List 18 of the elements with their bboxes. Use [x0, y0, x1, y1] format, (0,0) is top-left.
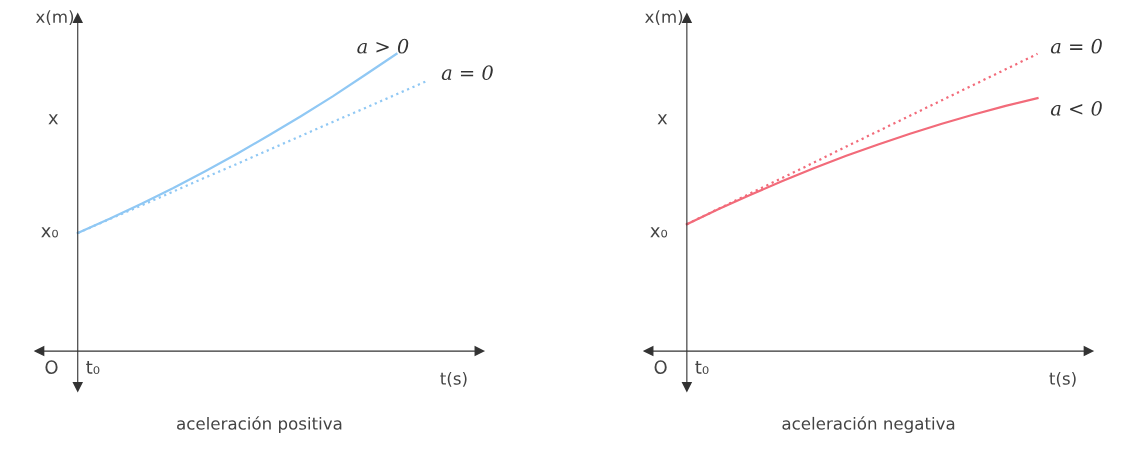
text: x [657, 114, 668, 125]
text: x₀ [650, 227, 668, 238]
y-axis-title: x(m) [35, 10, 74, 25]
series-label: a > 0 [357, 38, 409, 54]
series-label: a = 0 [441, 65, 493, 81]
y-axis-title: x(m) [645, 10, 683, 25]
series-label: a = 0 [1050, 38, 1102, 54]
text: t₀ [695, 361, 709, 374]
text: aceleración negativa [782, 416, 955, 434]
series-label: a < 0 [1050, 100, 1102, 116]
text: O [654, 360, 667, 374]
x-axis-title: t(s) [440, 371, 467, 387]
text: t₀ [86, 361, 100, 374]
text: aceleración positiva [177, 416, 342, 434]
text: x₀ [41, 227, 58, 238]
text: x [48, 114, 59, 125]
x-axis-title: t(s) [1049, 371, 1076, 387]
text: O [45, 360, 58, 374]
